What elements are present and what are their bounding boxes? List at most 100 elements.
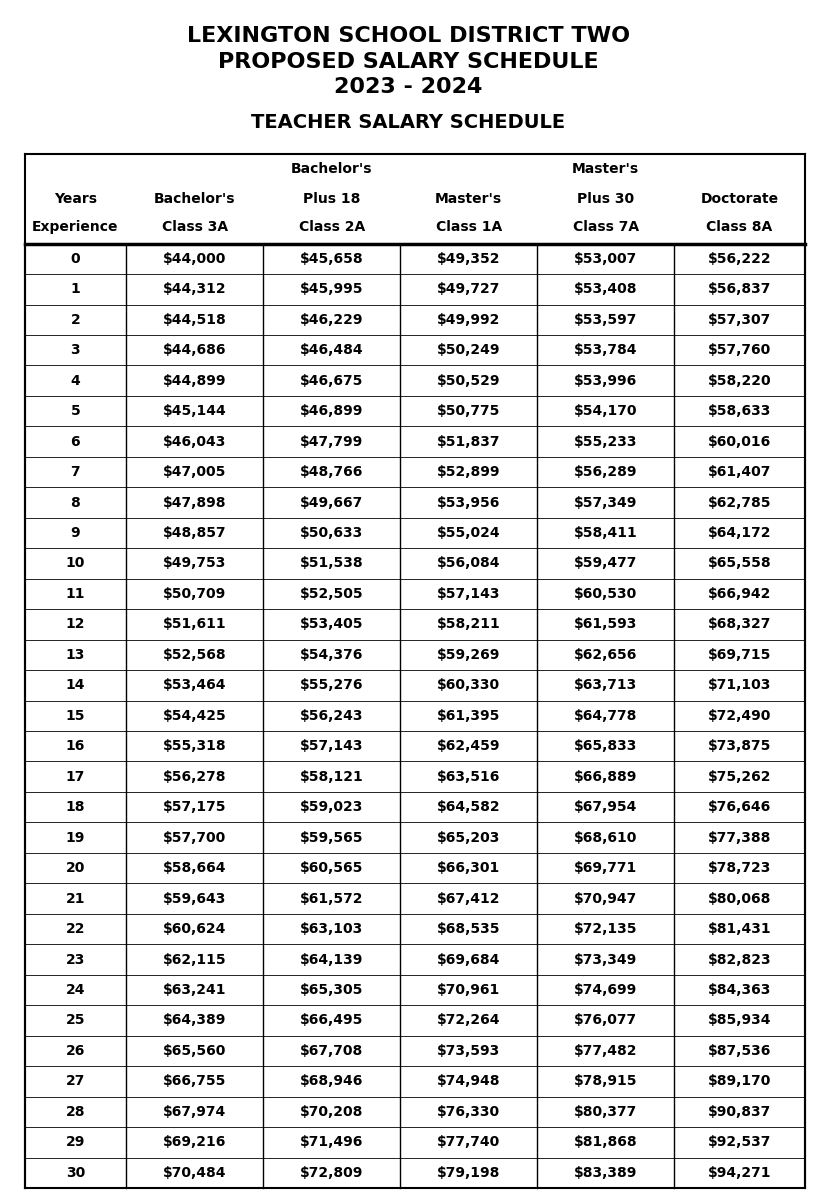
Text: $69,771: $69,771 bbox=[574, 862, 637, 875]
Text: $77,482: $77,482 bbox=[574, 1044, 637, 1058]
Text: $56,243: $56,243 bbox=[300, 709, 364, 722]
Text: 24: 24 bbox=[65, 983, 85, 997]
Text: 14: 14 bbox=[65, 678, 85, 692]
Text: $73,875: $73,875 bbox=[708, 739, 771, 754]
Text: 10: 10 bbox=[65, 557, 85, 570]
Text: $67,708: $67,708 bbox=[300, 1044, 364, 1058]
Text: $53,007: $53,007 bbox=[574, 252, 637, 266]
Text: $66,495: $66,495 bbox=[300, 1014, 364, 1027]
Text: $61,407: $61,407 bbox=[708, 466, 771, 479]
Text: 29: 29 bbox=[65, 1135, 85, 1150]
Text: 4: 4 bbox=[70, 373, 80, 388]
Text: $65,560: $65,560 bbox=[163, 1044, 226, 1058]
Text: $70,961: $70,961 bbox=[437, 983, 500, 997]
Text: $82,823: $82,823 bbox=[708, 953, 771, 966]
Text: $56,837: $56,837 bbox=[708, 282, 771, 296]
Text: $64,778: $64,778 bbox=[574, 709, 637, 722]
Text: Doctorate: Doctorate bbox=[700, 192, 779, 206]
Text: $50,249: $50,249 bbox=[437, 343, 500, 358]
Text: 22: 22 bbox=[65, 922, 85, 936]
Text: $65,203: $65,203 bbox=[437, 830, 500, 845]
Text: $79,198: $79,198 bbox=[437, 1165, 500, 1180]
Text: $76,077: $76,077 bbox=[574, 1014, 637, 1027]
Text: Bachelor's: Bachelor's bbox=[291, 162, 373, 176]
Text: Class 1A: Class 1A bbox=[435, 220, 502, 234]
Text: $65,833: $65,833 bbox=[574, 739, 637, 754]
Text: 15: 15 bbox=[65, 709, 85, 722]
Text: Class 7A: Class 7A bbox=[573, 220, 639, 234]
Text: $55,024: $55,024 bbox=[437, 526, 501, 540]
Text: $68,327: $68,327 bbox=[708, 618, 771, 631]
Text: $57,143: $57,143 bbox=[300, 739, 364, 754]
Text: 12: 12 bbox=[65, 618, 85, 631]
Text: 16: 16 bbox=[65, 739, 85, 754]
Text: $56,289: $56,289 bbox=[574, 466, 637, 479]
Text: TEACHER SALARY SCHEDULE: TEACHER SALARY SCHEDULE bbox=[252, 113, 565, 132]
Text: $81,868: $81,868 bbox=[574, 1135, 637, 1150]
Text: $48,857: $48,857 bbox=[163, 526, 226, 540]
Text: $64,139: $64,139 bbox=[300, 953, 364, 966]
Text: LEXINGTON SCHOOL DISTRICT TWO: LEXINGTON SCHOOL DISTRICT TWO bbox=[187, 26, 630, 47]
Text: $57,760: $57,760 bbox=[708, 343, 771, 358]
Text: $56,278: $56,278 bbox=[163, 769, 226, 784]
Text: $84,363: $84,363 bbox=[708, 983, 771, 997]
Text: $50,709: $50,709 bbox=[163, 587, 226, 601]
Text: 0: 0 bbox=[70, 252, 80, 266]
Text: $92,537: $92,537 bbox=[708, 1135, 771, 1150]
Text: 6: 6 bbox=[70, 434, 80, 449]
Text: $73,593: $73,593 bbox=[437, 1044, 500, 1058]
Text: $77,388: $77,388 bbox=[708, 830, 771, 845]
Text: $61,572: $61,572 bbox=[300, 892, 364, 906]
Text: 20: 20 bbox=[65, 862, 85, 875]
Text: $50,775: $50,775 bbox=[437, 404, 500, 418]
Text: $56,084: $56,084 bbox=[437, 557, 500, 570]
Text: $49,667: $49,667 bbox=[300, 496, 364, 510]
Text: 11: 11 bbox=[65, 587, 85, 601]
Text: $68,946: $68,946 bbox=[300, 1074, 364, 1088]
Text: 9: 9 bbox=[70, 526, 80, 540]
Text: $66,755: $66,755 bbox=[163, 1074, 226, 1088]
Text: $49,727: $49,727 bbox=[437, 282, 500, 296]
Text: 26: 26 bbox=[65, 1044, 85, 1058]
Text: $94,271: $94,271 bbox=[708, 1165, 771, 1180]
Text: $72,490: $72,490 bbox=[708, 709, 771, 722]
Text: $69,715: $69,715 bbox=[708, 648, 771, 662]
Text: Class 3A: Class 3A bbox=[162, 220, 228, 234]
Text: $55,276: $55,276 bbox=[300, 678, 364, 692]
Text: Master's: Master's bbox=[435, 192, 502, 206]
Text: $53,597: $53,597 bbox=[574, 313, 637, 326]
Text: $70,484: $70,484 bbox=[163, 1165, 226, 1180]
Text: $78,915: $78,915 bbox=[574, 1074, 637, 1088]
Text: Plus 30: Plus 30 bbox=[577, 192, 634, 206]
Text: $46,899: $46,899 bbox=[300, 404, 364, 418]
Text: $80,068: $80,068 bbox=[708, 892, 771, 906]
Text: $61,593: $61,593 bbox=[574, 618, 637, 631]
Text: $73,349: $73,349 bbox=[574, 953, 637, 966]
Text: $59,643: $59,643 bbox=[163, 892, 226, 906]
Text: $68,610: $68,610 bbox=[574, 830, 637, 845]
Text: $47,799: $47,799 bbox=[300, 434, 364, 449]
Text: 27: 27 bbox=[65, 1074, 85, 1088]
Text: $44,686: $44,686 bbox=[163, 343, 226, 358]
Text: $44,518: $44,518 bbox=[163, 313, 226, 326]
Text: $81,431: $81,431 bbox=[708, 922, 771, 936]
Text: $68,535: $68,535 bbox=[437, 922, 500, 936]
Text: $46,043: $46,043 bbox=[163, 434, 226, 449]
Text: $58,411: $58,411 bbox=[574, 526, 637, 540]
Text: $51,611: $51,611 bbox=[163, 618, 226, 631]
Text: $49,992: $49,992 bbox=[437, 313, 500, 326]
Text: $58,121: $58,121 bbox=[300, 769, 364, 784]
Text: 21: 21 bbox=[65, 892, 85, 906]
Text: Class 8A: Class 8A bbox=[706, 220, 773, 234]
Text: $74,948: $74,948 bbox=[437, 1074, 500, 1088]
Text: $62,656: $62,656 bbox=[574, 648, 637, 662]
Text: Years: Years bbox=[54, 192, 97, 206]
Text: $46,675: $46,675 bbox=[300, 373, 364, 388]
Text: $67,954: $67,954 bbox=[574, 800, 637, 814]
Text: $49,753: $49,753 bbox=[163, 557, 226, 570]
Text: 19: 19 bbox=[65, 830, 85, 845]
Text: $44,000: $44,000 bbox=[163, 252, 226, 266]
Text: $53,956: $53,956 bbox=[437, 496, 500, 510]
Text: $47,898: $47,898 bbox=[163, 496, 226, 510]
Text: $58,211: $58,211 bbox=[437, 618, 501, 631]
